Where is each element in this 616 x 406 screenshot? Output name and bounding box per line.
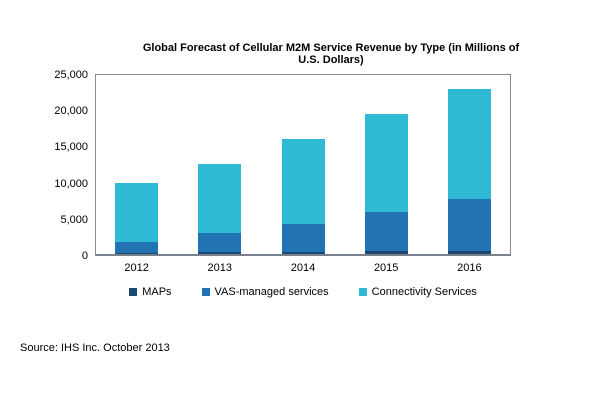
x-tick-label: 2012 <box>124 262 149 274</box>
x-tick-label: 2015 <box>373 262 399 274</box>
x-tick-label: 2016 <box>457 262 482 274</box>
y-tick-label: 15,000 <box>54 141 88 154</box>
stacked-bar-2015 <box>364 114 408 254</box>
legend-item: Connectivity Services <box>358 286 477 298</box>
stacked-bar-2013 <box>198 164 242 254</box>
bar-segment <box>281 251 325 254</box>
bar-segment <box>198 164 242 234</box>
bar-segment <box>115 241 159 253</box>
bar-segment <box>364 114 408 213</box>
stacked-bar-2014 <box>281 138 325 254</box>
bar-segment <box>115 183 159 242</box>
bar-segment <box>198 252 242 254</box>
legend: MAPs VAS-managed services Connectivity Ser… <box>95 286 511 298</box>
y-tick-label: 0 <box>81 250 88 262</box>
bar-segment <box>447 88 491 199</box>
bar-segment <box>198 233 242 253</box>
legend-swatch-icon <box>129 288 138 296</box>
bar-segment <box>364 251 408 254</box>
bar-segment <box>447 251 491 254</box>
legend-swatch-icon <box>201 288 210 296</box>
source-note: Source: IHS Inc. October 2013 <box>20 342 170 354</box>
stacked-bar-2016 <box>447 88 491 254</box>
y-tick-label: 25,000 <box>54 69 88 81</box>
legend-item: VAS-managed services <box>201 286 329 298</box>
x-tick-label: 2014 <box>290 262 316 274</box>
bar-segment <box>115 252 159 254</box>
legend-label: MAPs <box>142 286 172 298</box>
bar-segment <box>281 138 325 224</box>
stacked-bar-2012 <box>115 183 159 254</box>
bar-segment <box>447 198 491 252</box>
y-tick-label: 20,000 <box>54 105 88 118</box>
legend-label: Connectivity Services <box>371 286 477 298</box>
x-tick-label: 2013 <box>207 262 233 274</box>
y-tick-label: 10,000 <box>54 177 88 190</box>
legend-swatch-icon <box>358 288 367 296</box>
legend-label: VAS-managed services <box>214 286 329 298</box>
bar-segment <box>364 212 408 252</box>
y-tick-label: 5,000 <box>60 213 88 226</box>
chart-title: Global Forecast of Cellular M2M Service … <box>142 42 520 66</box>
bars-layer <box>95 74 511 254</box>
legend-item: MAPs <box>129 286 172 298</box>
bar-segment <box>281 223 325 252</box>
